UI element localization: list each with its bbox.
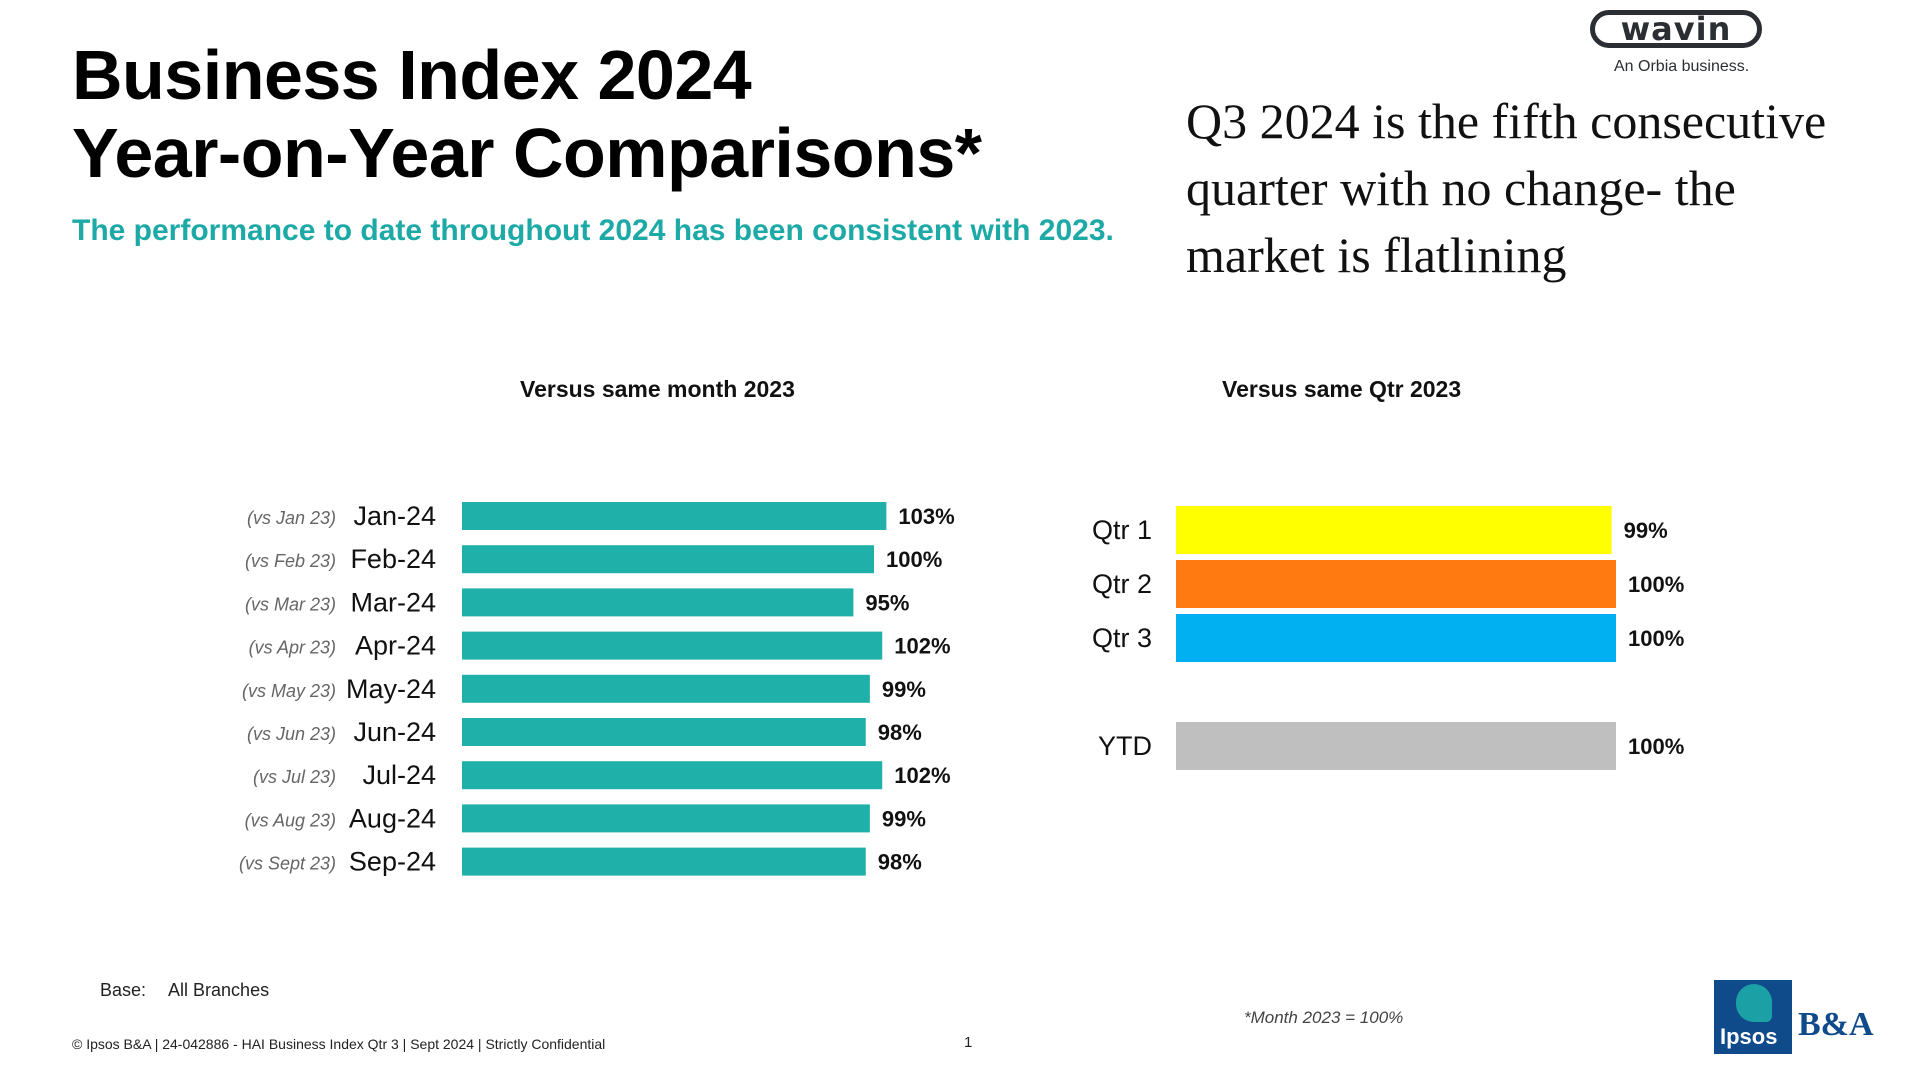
monthly-category-label: Feb-24 (350, 544, 436, 574)
monthly-bar-value-label: 99% (882, 806, 926, 831)
base-value: All Branches (168, 980, 270, 1000)
monthly-bar-value-label: 95% (865, 590, 909, 615)
monthly-comparison-label: (vs Aug 23) (245, 810, 336, 830)
monthly-comparison-label: (vs Feb 23) (245, 551, 336, 571)
monthly-comparison-label: (vs Jul 23) (253, 767, 336, 787)
monthly-comparison-label: (vs Apr 23) (249, 638, 336, 658)
monthly-bar (462, 761, 883, 790)
page-number: 1 (964, 1034, 973, 1051)
monthly-comparison-label: (vs May 23) (242, 681, 336, 701)
wavin-tagline: An Orbia business. (1614, 58, 1750, 75)
quarterly-bar (1176, 560, 1616, 608)
quarterly-bar-value-label: 100% (1628, 626, 1684, 651)
monthly-bar (462, 502, 887, 530)
ba-logo: B&A (1798, 1006, 1874, 1043)
footer-text: © Ipsos B&A | 24-042886 - HAI Business I… (72, 1036, 606, 1052)
monthly-category-label: Aug-24 (349, 803, 436, 833)
monthly-category-label: Sep-24 (349, 847, 436, 877)
quarterly-bar (1176, 722, 1616, 770)
quarterly-category-label: Qtr 2 (1092, 569, 1152, 599)
ipsos-mark-icon (1736, 984, 1772, 1022)
monthly-bar-value-label: 102% (894, 634, 950, 659)
base-note: Base: All Branches (100, 980, 269, 1001)
monthly-bar (462, 674, 870, 703)
wavin-wordmark: wavin (1590, 10, 1762, 48)
wavin-logo: wavin An Orbia business. (1588, 8, 1768, 80)
monthly-comparison-label: (vs Sept 23) (239, 854, 336, 874)
monthly-bar-value-label: 100% (886, 547, 942, 572)
quarterly-category-label: Qtr 1 (1092, 515, 1152, 545)
monthly-bar (462, 545, 874, 574)
monthly-bar (462, 631, 883, 660)
monthly-category-label: May-24 (346, 674, 436, 704)
ipsos-logo: Ipsos (1714, 980, 1792, 1054)
ipsos-wordmark: Ipsos (1720, 1024, 1778, 1049)
base-label: Base: (100, 980, 147, 1000)
quarterly-bar-value-label: 100% (1628, 572, 1684, 597)
monthly-bar (462, 588, 854, 617)
monthly-category-label: Jan-24 (353, 501, 436, 531)
monthly-comparison-label: (vs Jan 23) (247, 508, 336, 528)
callout-text: Q3 2024 is the fifth consecutive quarter… (1186, 93, 1827, 283)
monthly-comparison-label: (vs Mar 23) (245, 594, 336, 614)
quarterly-bar-value-label: 99% (1624, 518, 1668, 543)
monthly-bar (462, 804, 870, 833)
monthly-category-label: Mar-24 (350, 587, 436, 617)
monthly-comparison-label: (vs Jun 23) (247, 724, 336, 744)
monthly-category-label: Jul-24 (362, 760, 436, 790)
title-line-2: Year-on-Year Comparisons* (72, 114, 982, 192)
monthly-bar-value-label: 98% (878, 720, 922, 745)
monthly-bar-value-label: 98% (878, 850, 922, 875)
monthly-bar-value-label: 99% (882, 677, 926, 702)
footnote: *Month 2023 = 100% (1244, 1008, 1404, 1027)
title-line-1: Business Index 2024 (72, 36, 752, 114)
monthly-bar-value-label: 103% (898, 504, 954, 529)
monthly-category-label: Apr-24 (355, 631, 436, 661)
monthly-bar (462, 718, 866, 746)
page-title: Business Index 2024 Year-on-Year Compari… (72, 36, 982, 192)
quarterly-category-label: Qtr 3 (1092, 623, 1152, 653)
quarterly-bar (1176, 506, 1612, 554)
quarterly-bar-value-label: 100% (1628, 734, 1684, 759)
monthly-bar (462, 847, 866, 876)
monthly-chart-title: Versus same month 2023 (520, 376, 795, 402)
quarterly-category-label: YTD (1098, 731, 1152, 761)
monthly-category-label: Jun-24 (353, 717, 436, 747)
monthly-bar-value-label: 102% (894, 763, 950, 788)
page-subtitle: The performance to date throughout 2024 … (72, 214, 1114, 247)
quarterly-bar (1176, 614, 1616, 662)
quarterly-chart-title: Versus same Qtr 2023 (1222, 376, 1462, 402)
